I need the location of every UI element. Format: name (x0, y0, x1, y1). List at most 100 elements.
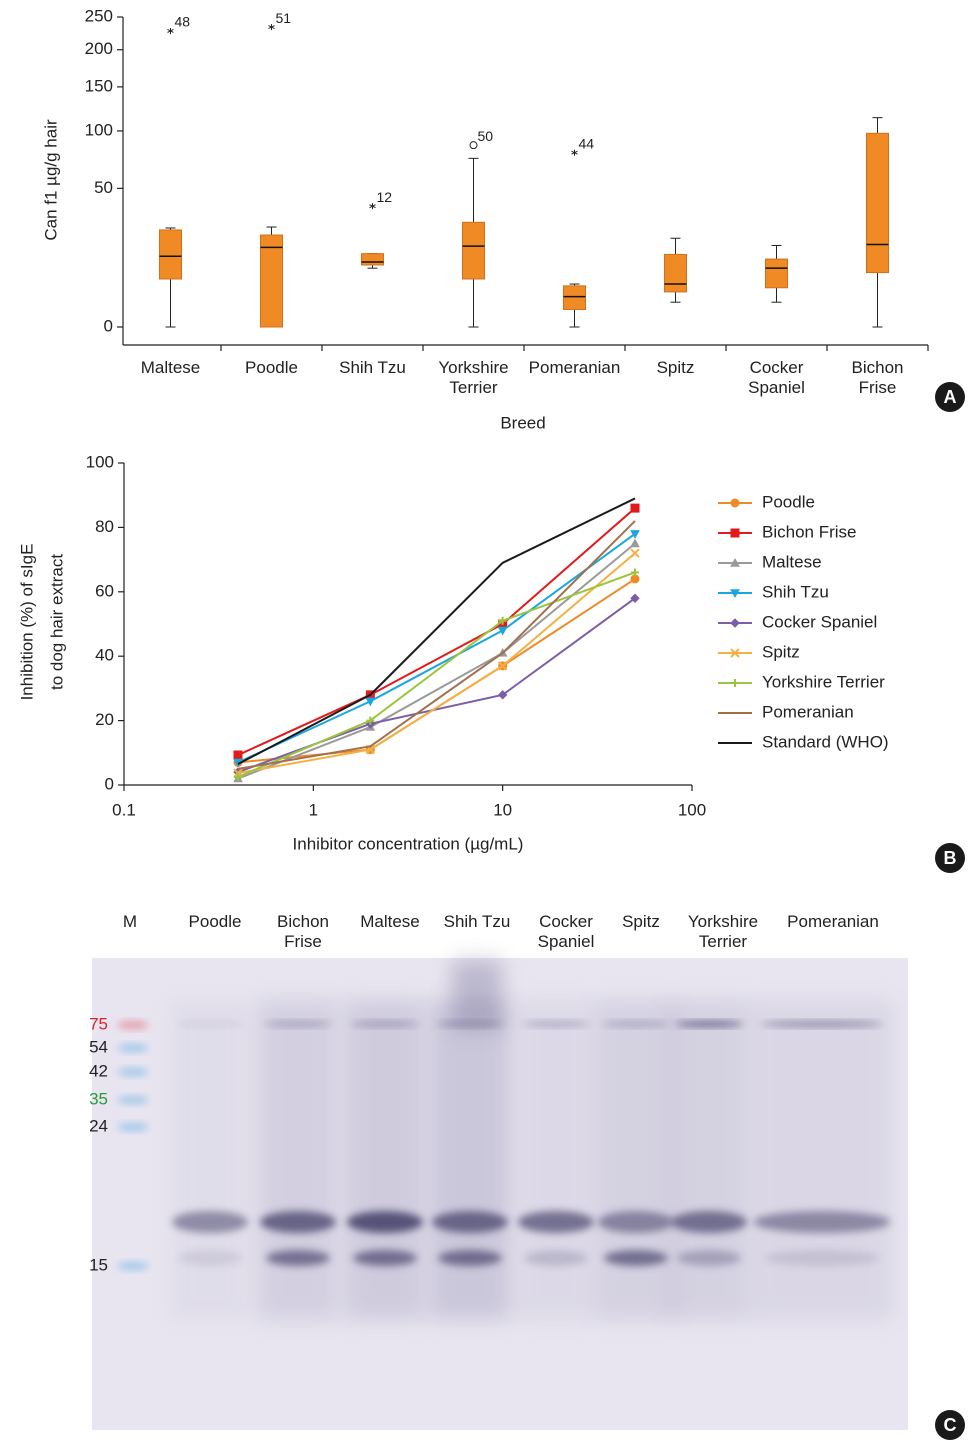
series-line (237, 542, 636, 780)
outlier (268, 24, 275, 31)
band (602, 1021, 670, 1027)
legend-marker (730, 528, 740, 538)
y-tick-label: 100 (85, 120, 113, 139)
band (753, 1211, 891, 1233)
x-tick-label: Pomeranian (529, 358, 621, 378)
x-tick-label: Shih Tzu (328, 358, 418, 378)
marker (233, 772, 242, 781)
lane-label-text: Pomeranian (787, 912, 879, 931)
x-tick-label-text: Cocker Spaniel (748, 358, 805, 397)
y-tick-label: 80 (95, 517, 114, 536)
series-line (237, 533, 636, 764)
outlier-case: 50 (478, 128, 494, 144)
lane-smear (669, 1000, 749, 1320)
legend-label: Poodle (762, 492, 815, 511)
band (172, 1211, 248, 1233)
lane-label-text: Shih Tzu (443, 912, 511, 931)
marker-size-label: 15 (89, 1255, 108, 1274)
band (524, 1250, 588, 1266)
box (361, 253, 384, 266)
box (260, 234, 283, 328)
panel-badge (935, 843, 965, 873)
marker (630, 574, 640, 584)
outlier (167, 27, 174, 34)
lane-smear (170, 1000, 250, 1320)
y-tick-label: 60 (95, 581, 114, 600)
box (159, 229, 182, 280)
legend-marker (730, 618, 740, 628)
band (353, 1250, 417, 1266)
lane-label-text: Cocker Spaniel (537, 912, 595, 951)
legend-marker (730, 589, 740, 599)
band (178, 1250, 242, 1266)
outlier-case: 12 (377, 189, 393, 205)
x-axis-label: Inhibitor concentration (µg/mL) (293, 834, 524, 853)
band (347, 1211, 423, 1233)
legend-label: Shih Tzu (762, 582, 829, 601)
outlier-case: 51 (276, 10, 292, 26)
ladder-band (117, 1262, 149, 1270)
ladder-band (117, 1096, 149, 1104)
marker (498, 616, 507, 625)
lane-label-text: M (122, 912, 138, 931)
box (765, 258, 788, 289)
y-tick-label: 0 (105, 774, 114, 793)
marker (630, 593, 640, 603)
series-line (237, 507, 636, 756)
legend-label: Pomeranian (762, 702, 854, 721)
band (675, 1021, 743, 1027)
lane-label: Poodle (173, 912, 257, 932)
marker (365, 697, 376, 707)
legend-marker (730, 498, 740, 508)
lane-label-text: Maltese (360, 912, 420, 931)
marker (631, 568, 640, 577)
series-line (237, 520, 636, 770)
band (764, 1250, 880, 1266)
top-smear (452, 960, 502, 1030)
lane-label: Shih Tzu (435, 912, 519, 932)
outlier (369, 203, 376, 210)
x-tick-label: Poodle (227, 358, 317, 378)
lane-label: Yorkshire Terrier (681, 912, 765, 952)
x-tick-label: Spitz (631, 358, 721, 378)
series-line (237, 552, 636, 775)
marker (630, 530, 640, 539)
ladder-band (117, 1044, 149, 1052)
legend-label: Spitz (762, 642, 800, 661)
lane-label-text: Poodle (188, 912, 242, 931)
band (518, 1211, 594, 1233)
x-tick-label-text: Poodle (245, 358, 298, 377)
lane-label: M (88, 912, 172, 932)
y-tick-label: 20 (95, 710, 114, 729)
ladder-band (117, 1123, 149, 1131)
band (598, 1211, 674, 1233)
lane-smear (345, 1000, 425, 1320)
legend-label: Bichon Frise (762, 522, 856, 541)
box (664, 253, 687, 293)
x-tick-label-text: Yorkshire Terrier (438, 358, 509, 397)
panel-label: C (944, 1415, 957, 1435)
lane-label-text: Bichon Frise (277, 912, 329, 951)
y-axis-label: Inhibition (%) of sIgE (17, 544, 36, 701)
y-axis-label: to dog hair extract (47, 554, 66, 690)
series-line (237, 571, 636, 778)
x-axis-label: Breed (500, 413, 545, 432)
panel-label: B (944, 848, 957, 868)
lane-smear (430, 1000, 510, 1320)
band (264, 1021, 332, 1027)
band (677, 1250, 741, 1266)
legend-marker (731, 679, 739, 687)
box (462, 221, 485, 280)
x-tick-label-text: Shih Tzu (339, 358, 406, 377)
outlier-case: 44 (579, 135, 595, 151)
y-tick-label: 100 (86, 452, 114, 471)
legend-marker (730, 648, 740, 658)
legend-label: Standard (WHO) (762, 732, 889, 751)
marker (630, 548, 640, 558)
marker-size-label: 42 (89, 1061, 108, 1080)
legend-label: Cocker Spaniel (762, 612, 877, 631)
lane-smear (516, 1000, 596, 1320)
band (438, 1250, 502, 1266)
